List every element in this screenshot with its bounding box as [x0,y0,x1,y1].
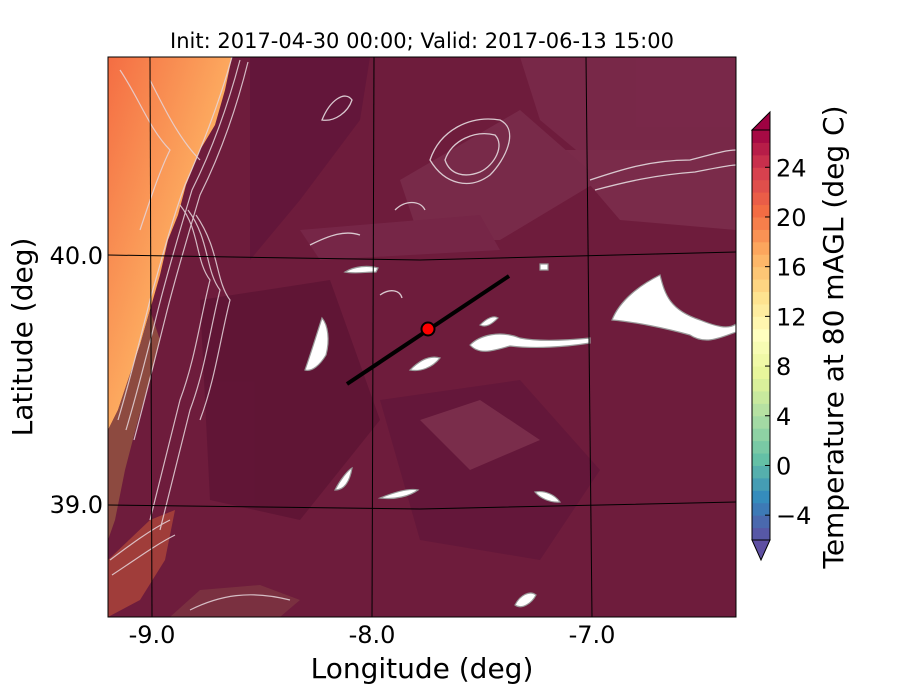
colorbar-segment [752,142,770,156]
colorbar-segment [752,403,770,417]
colorbar-segment [752,527,770,541]
chart-title: Init: 2017-04-30 00:00; Valid: 2017-06-1… [170,29,674,53]
southwest-patch-2 [170,585,300,617]
colorbar-max-extension [750,110,771,131]
colorbar-segment [752,179,770,193]
colorbar-segment [752,502,770,516]
colorbar-segment [752,453,770,466]
x-axis-label: Longitude (deg) [311,652,534,685]
colorbar-min-extension [751,539,771,562]
colorbar-tick-label: 12 [776,303,807,331]
southwest-warm-patch [108,510,175,617]
coastal-cold-zone [108,310,160,540]
colorbar-segment [752,204,770,218]
x-tick-label: -9.0 [129,621,176,649]
y-axis-label: Latitude (deg) [6,238,39,437]
colorbar-segment [752,477,770,491]
x-tick-label: -7.0 [569,621,616,649]
colorbar-segment [752,241,770,255]
colorbar-segment [752,515,770,529]
colorbar-segment [752,192,770,206]
colorbar-tick-label: 4 [776,403,791,431]
colorbar-segment [752,341,770,355]
colorbar-segment [752,328,770,342]
location-marker [420,321,436,337]
colorbar-tick-label: 20 [776,204,807,232]
colorbar-segment [752,415,770,429]
colorbar-segment [752,378,770,392]
colorbar-segments [752,130,770,541]
colorbar-segment [752,353,770,367]
map-frame [107,56,737,618]
colorbar-segment [752,167,770,181]
colorbar-segment [752,291,770,305]
colorbar-frame [751,129,771,541]
colorbar-segment [752,229,770,243]
colorbar-tick-label: 16 [776,254,807,282]
ocean-region [108,57,232,430]
colorbar-segment [752,279,770,293]
x-tick-label: -8.0 [349,621,396,649]
colorbar-tick-label: 8 [776,353,791,381]
colorbar-segment [752,490,770,504]
y-tick-label: 40.0 [50,242,103,270]
colorbar-segment [752,428,770,442]
colorbar-segment [752,303,770,317]
graticule [108,57,736,617]
colorbar-ticks: −4 0 4 8 12 16 20 24 [765,154,811,530]
colorbar-segment [752,254,770,268]
colorbar-label: Temperature at 80 mAGL (deg C) [817,105,850,569]
colorbar-tick-label: 0 [776,452,791,480]
terrain-shading [200,57,736,560]
colorbar: −4 0 4 8 12 16 20 24 Temperature at 80 mAGL (de… [750,105,850,570]
colorbar-segment [752,366,770,379]
isotherm-patches [304,263,736,608]
y-tick-label: 39.0 [50,491,103,519]
colorbar-segment [752,266,770,280]
map-panel [108,57,736,617]
colorbar-segment [752,465,770,479]
colorbar-segment [752,316,770,330]
colorbar-segment [752,216,770,230]
colorbar-segment [752,390,770,404]
colorbar-tick-label: 24 [776,154,807,182]
colorbar-tick-label: −4 [776,502,811,530]
colorbar-segment [752,154,770,168]
mountain-contours [309,95,736,299]
colorbar-segment [752,440,770,454]
colorbar-segment [752,130,770,143]
